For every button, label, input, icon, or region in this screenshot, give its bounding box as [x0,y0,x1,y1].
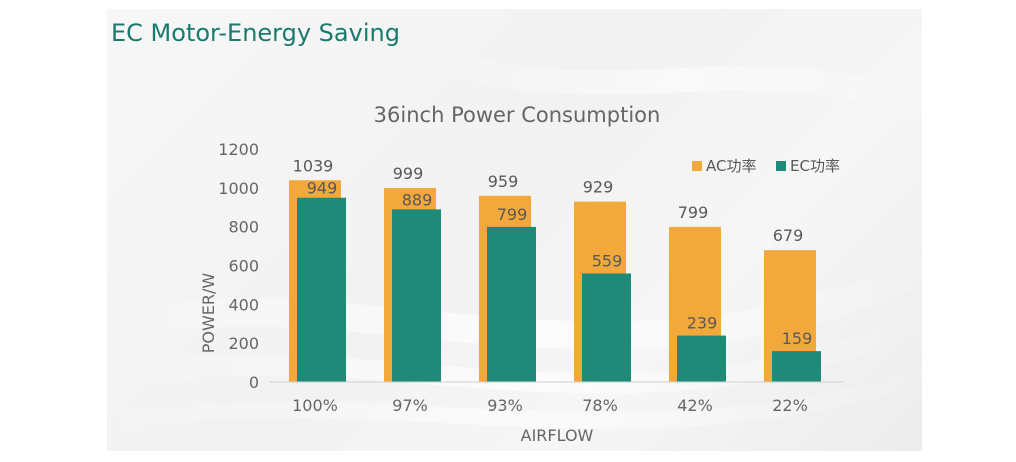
slide: EC Motor-Energy Saving 36inch Power Cons… [107,9,922,451]
y-tick-label: 200 [228,334,259,353]
y-axis-label: POWER/W [199,273,218,354]
bar-ec [582,273,631,382]
bar-ec [297,197,346,382]
bar-ec [677,335,726,382]
chart-title: 36inch Power Consumption [374,103,661,127]
value-label-ac: 1039 [293,156,334,175]
y-tick-label: 1200 [218,140,259,159]
value-label-ec: 889 [402,190,433,209]
value-label-ec: 159 [782,329,813,348]
value-label-ec: 239 [687,314,718,333]
value-label-ac: 959 [488,172,519,191]
y-axis-ticks: 0 200 400 600 800 1000 1200 [218,140,259,392]
legend-label: AC功率 [706,157,756,175]
value-label-ec: 559 [592,251,623,270]
legend-swatch [692,161,702,171]
y-tick-label: 1000 [218,179,259,198]
legend-label: EC功率 [790,157,840,175]
x-axis-ticks: 100% 97% 93% 78% 42% 22% [292,396,808,415]
x-tick-label: 78% [582,396,618,415]
value-label-ec: 949 [307,179,338,198]
legend: AC功率 EC功率 [692,157,840,175]
value-label-ac: 999 [393,164,424,183]
bars [289,180,821,382]
value-label-ac: 929 [583,178,614,197]
slide-heading: EC Motor-Energy Saving [111,19,400,47]
x-tick-label: 97% [392,396,428,415]
bar-chart: 36inch Power Consumption 0 200 400 600 800 10… [107,37,922,445]
legend-swatch [776,161,786,171]
y-tick-label: 800 [228,218,259,237]
bar-ec [772,351,821,382]
x-tick-label: 22% [772,396,808,415]
value-label-ec: 799 [497,205,528,224]
value-label-ac: 799 [678,203,709,222]
x-tick-label: 42% [677,396,713,415]
bar-ec [487,226,536,382]
x-tick-label: 100% [292,396,338,415]
x-axis-label: AIRFLOW [521,426,594,445]
x-tick-label: 93% [487,396,523,415]
y-tick-label: 0 [249,373,259,392]
y-tick-label: 400 [228,295,259,314]
value-label-ac: 679 [773,226,804,245]
value-labels: 1039 949 999 889 959 799 929 559 799 239 679 159 [293,156,813,348]
bar-ec [392,209,441,382]
y-tick-label: 600 [228,257,259,276]
